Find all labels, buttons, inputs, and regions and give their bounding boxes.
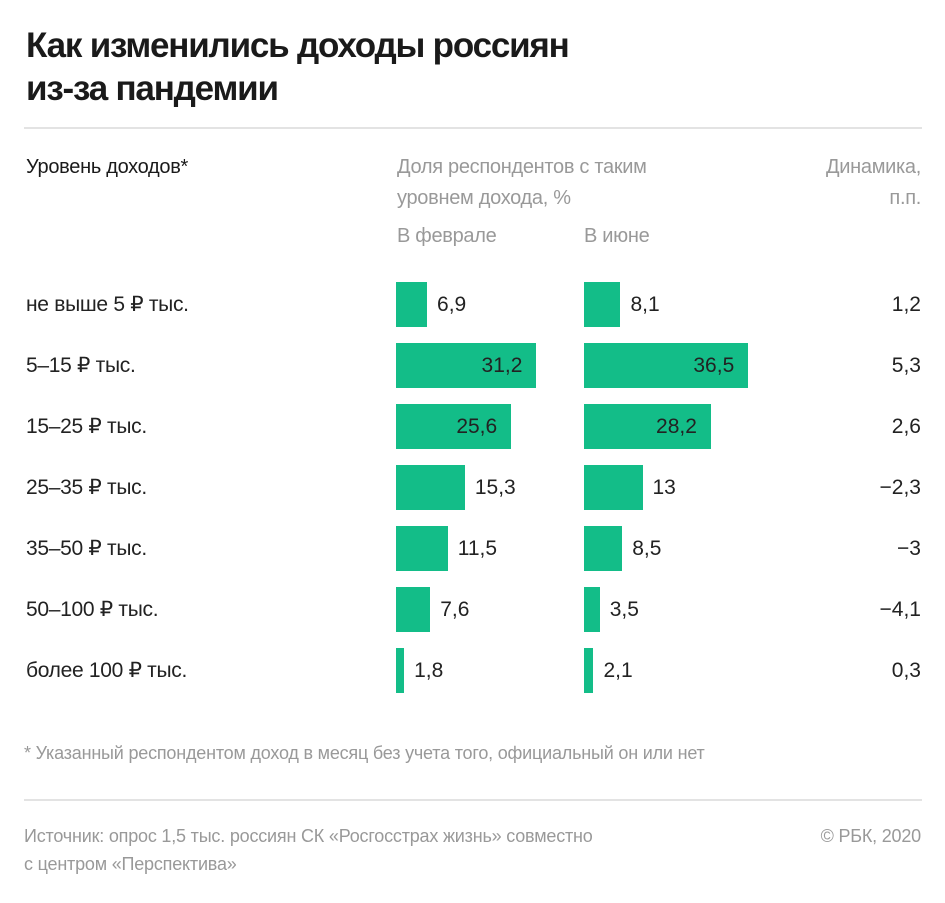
bar-june — [584, 587, 600, 632]
dynamics-header-line-2: п.п. — [889, 187, 921, 209]
dynamics-header-line-1: Динамика, — [826, 156, 921, 178]
value-label-june: 2,1 — [603, 659, 633, 682]
value-label-june: 8,5 — [632, 537, 662, 560]
row-label: 25–35 ₽ тыс. — [26, 476, 147, 499]
share-header: Доля респондентов с таким уровнем дохода… — [397, 152, 647, 214]
footnote: * Указанный респондентом доход в месяц б… — [24, 743, 705, 763]
bar-february — [396, 465, 465, 510]
row-label: 15–25 ₽ тыс. — [26, 415, 147, 438]
row-label: более 100 ₽ тыс. — [26, 659, 188, 682]
income-level-header: Уровень доходов* — [26, 156, 189, 178]
bar-june — [584, 282, 621, 327]
value-label-june: 28,2 — [656, 415, 697, 438]
dynamics-value: 1,2 — [891, 293, 921, 316]
dynamics-value: 2,6 — [891, 415, 921, 438]
bar-february — [396, 282, 428, 327]
bar-june — [584, 404, 711, 449]
dynamics-value: −2,3 — [879, 476, 921, 499]
bar-february — [396, 648, 405, 693]
source-line-1: Источник: опрос 1,5 тыс. россиян СК «Рос… — [24, 826, 593, 846]
chart-title: Как изменились доходы россиян из-за панд… — [26, 24, 570, 110]
value-label-february: 15,3 — [474, 476, 516, 499]
bar-june — [584, 343, 749, 388]
row-label: 50–100 ₽ тыс. — [26, 598, 159, 621]
value-label-june: 13 — [652, 476, 676, 499]
title-line-1: Как изменились доходы россиян — [26, 26, 570, 65]
dynamics-value: −3 — [897, 537, 921, 560]
june-header: В июне — [584, 225, 650, 247]
bar-february — [396, 526, 448, 571]
copyright: © РБК, 2020 — [820, 826, 922, 846]
dynamics-value: 5,3 — [891, 354, 921, 377]
bar-june — [584, 465, 643, 510]
source-line-2: с центром «Перспектива» — [24, 854, 237, 874]
bar-february — [396, 343, 537, 388]
value-label-february: 6,9 — [437, 293, 467, 316]
bar-june — [584, 648, 594, 693]
bar-february — [396, 587, 431, 632]
value-label-june: 36,5 — [693, 354, 735, 377]
share-header-line-1: Доля респондентов с таким — [397, 156, 647, 178]
value-label-june: 3,5 — [609, 598, 639, 621]
value-label-february: 31,2 — [481, 354, 523, 377]
value-label-february: 25,6 — [456, 415, 498, 438]
february-header: В феврале — [397, 225, 497, 247]
value-label-june: 8,1 — [630, 293, 660, 316]
row-label: 35–50 ₽ тыс. — [26, 537, 147, 560]
bar-february — [396, 404, 512, 449]
value-label-february: 11,5 — [457, 537, 498, 560]
source: Источник: опрос 1,5 тыс. россиян СК «Рос… — [24, 822, 593, 878]
row-label: не выше 5 ₽ тыс. — [26, 293, 189, 316]
divider-top — [24, 127, 922, 129]
row-label: 5–15 ₽ тыс. — [26, 354, 136, 377]
value-label-february: 1,8 — [414, 659, 444, 682]
dynamics-value: 0,3 — [891, 659, 921, 682]
title-line-2: из-за пандемии — [26, 69, 279, 108]
dynamics-value: −4,1 — [879, 598, 921, 621]
dynamics-header: Динамика, п.п. — [826, 152, 921, 214]
bar-june — [584, 526, 623, 571]
value-label-february: 7,6 — [440, 598, 470, 621]
share-header-line-2: уровнем дохода, % — [397, 187, 571, 209]
divider-bottom — [24, 799, 922, 801]
